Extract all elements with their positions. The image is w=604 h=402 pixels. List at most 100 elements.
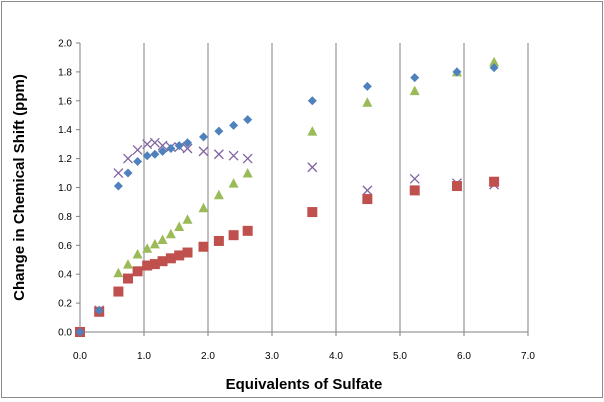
diamond-point — [362, 81, 372, 91]
x-point — [198, 146, 209, 157]
x-point — [307, 162, 318, 173]
square-point — [242, 225, 253, 236]
x-tick-label: 6.0 — [457, 351, 471, 362]
x-tick-label: 4.0 — [329, 351, 343, 362]
triangle-point — [213, 189, 224, 200]
diamond-point — [94, 305, 104, 315]
diamond-point — [489, 63, 499, 73]
diamond-point — [410, 73, 420, 83]
triangle-point — [198, 202, 209, 213]
diamond-point — [243, 115, 253, 125]
triangle-point — [489, 56, 500, 67]
x-point — [157, 140, 168, 151]
diamond-point — [113, 181, 123, 191]
y-tick-label: 0.8 — [58, 212, 72, 223]
triangle-point — [149, 238, 160, 249]
x-tick-label: 1.0 — [137, 351, 151, 362]
square-point — [113, 286, 124, 297]
x-tick-label: 2.0 — [201, 351, 215, 362]
diamond-point — [75, 327, 85, 337]
triangle-point — [142, 243, 153, 253]
diamond-point — [166, 143, 176, 153]
square-point — [489, 176, 500, 187]
square-point — [123, 273, 133, 284]
triangle-point — [123, 259, 133, 269]
triangle-point — [242, 168, 253, 178]
square-point — [149, 259, 160, 270]
x-point — [242, 153, 253, 164]
y-tick-label: 0.2 — [58, 299, 72, 310]
square-point — [451, 181, 462, 192]
square-point — [142, 260, 153, 271]
square-point — [157, 256, 168, 267]
y-tick-label: 1.8 — [58, 67, 72, 78]
x-point — [113, 168, 124, 179]
x-tick-label: 5.0 — [393, 351, 407, 362]
series-square — [75, 176, 500, 337]
square-point — [409, 185, 420, 196]
triangle-point — [307, 126, 318, 136]
square-point — [132, 266, 143, 277]
triangle-point — [174, 221, 185, 232]
y-tick-label: 0.4 — [58, 270, 72, 281]
diamond-point — [199, 132, 209, 142]
x-tick-label: 3.0 — [265, 351, 279, 362]
diamond-point — [452, 67, 462, 77]
triangle-point — [228, 178, 239, 188]
square-point — [174, 250, 185, 261]
diamond-point — [150, 149, 160, 159]
series-triangle — [75, 56, 500, 337]
triangle-point — [182, 214, 193, 224]
diamond-point — [133, 156, 143, 166]
series-x — [75, 137, 500, 337]
x-point — [362, 185, 373, 196]
x-axis-title: Equivalents of Sulfate — [226, 376, 383, 393]
axes — [76, 42, 529, 336]
square-point — [307, 207, 318, 218]
square-point — [228, 230, 239, 241]
diamond-point — [123, 168, 133, 178]
x-point — [409, 173, 420, 184]
x-tick-label: 0.0 — [73, 351, 87, 362]
x-point — [228, 150, 239, 161]
diamond-point — [174, 141, 184, 151]
square-point — [362, 194, 373, 205]
square-point — [182, 247, 193, 258]
diamond-point — [158, 146, 168, 156]
diamond-point — [229, 120, 239, 130]
y-tick-label: 0.0 — [58, 328, 72, 339]
x-tick-label: 7.0 — [521, 351, 535, 362]
data-series — [75, 56, 500, 337]
triangle-point — [157, 234, 168, 245]
x-point — [123, 153, 133, 164]
square-point — [213, 235, 224, 246]
triangle-point — [409, 85, 420, 96]
y-axis-title: Change in Chemical Shift (ppm) — [11, 74, 28, 301]
triangle-point — [113, 267, 124, 278]
gridlines — [143, 43, 529, 332]
y-tick-label: 1.2 — [58, 154, 72, 165]
triangle-point — [132, 248, 143, 259]
diamond-point — [142, 151, 152, 161]
x-point — [213, 149, 224, 160]
y-tick-label: 1.0 — [58, 183, 72, 194]
tick-labels: 0.0 1.0 2.0 3.0 4.0 5.0 6.0 7.0 0.0 0.2 0.4 0.6 0.8 1… — [58, 39, 535, 363]
square-point — [165, 253, 176, 264]
triangle-point — [165, 228, 176, 239]
series-diamond — [75, 63, 499, 337]
y-tick-label: 0.6 — [58, 241, 72, 252]
y-tick-label: 1.4 — [58, 125, 72, 136]
x-point — [149, 137, 160, 148]
y-tick-label: 2.0 — [58, 39, 72, 50]
diamond-point — [183, 138, 193, 148]
x-point — [132, 144, 143, 155]
y-tick-label: 1.6 — [58, 96, 72, 107]
scatter-chart: 0.0 1.0 2.0 3.0 4.0 5.0 6.0 7.0 0.0 0.2 0.4 0.6 0.8 1… — [11, 39, 535, 394]
diamond-point — [307, 96, 317, 106]
triangle-point — [362, 97, 373, 107]
diamond-point — [214, 126, 224, 136]
x-point — [142, 139, 153, 150]
square-point — [198, 241, 209, 252]
x-point — [182, 143, 193, 154]
